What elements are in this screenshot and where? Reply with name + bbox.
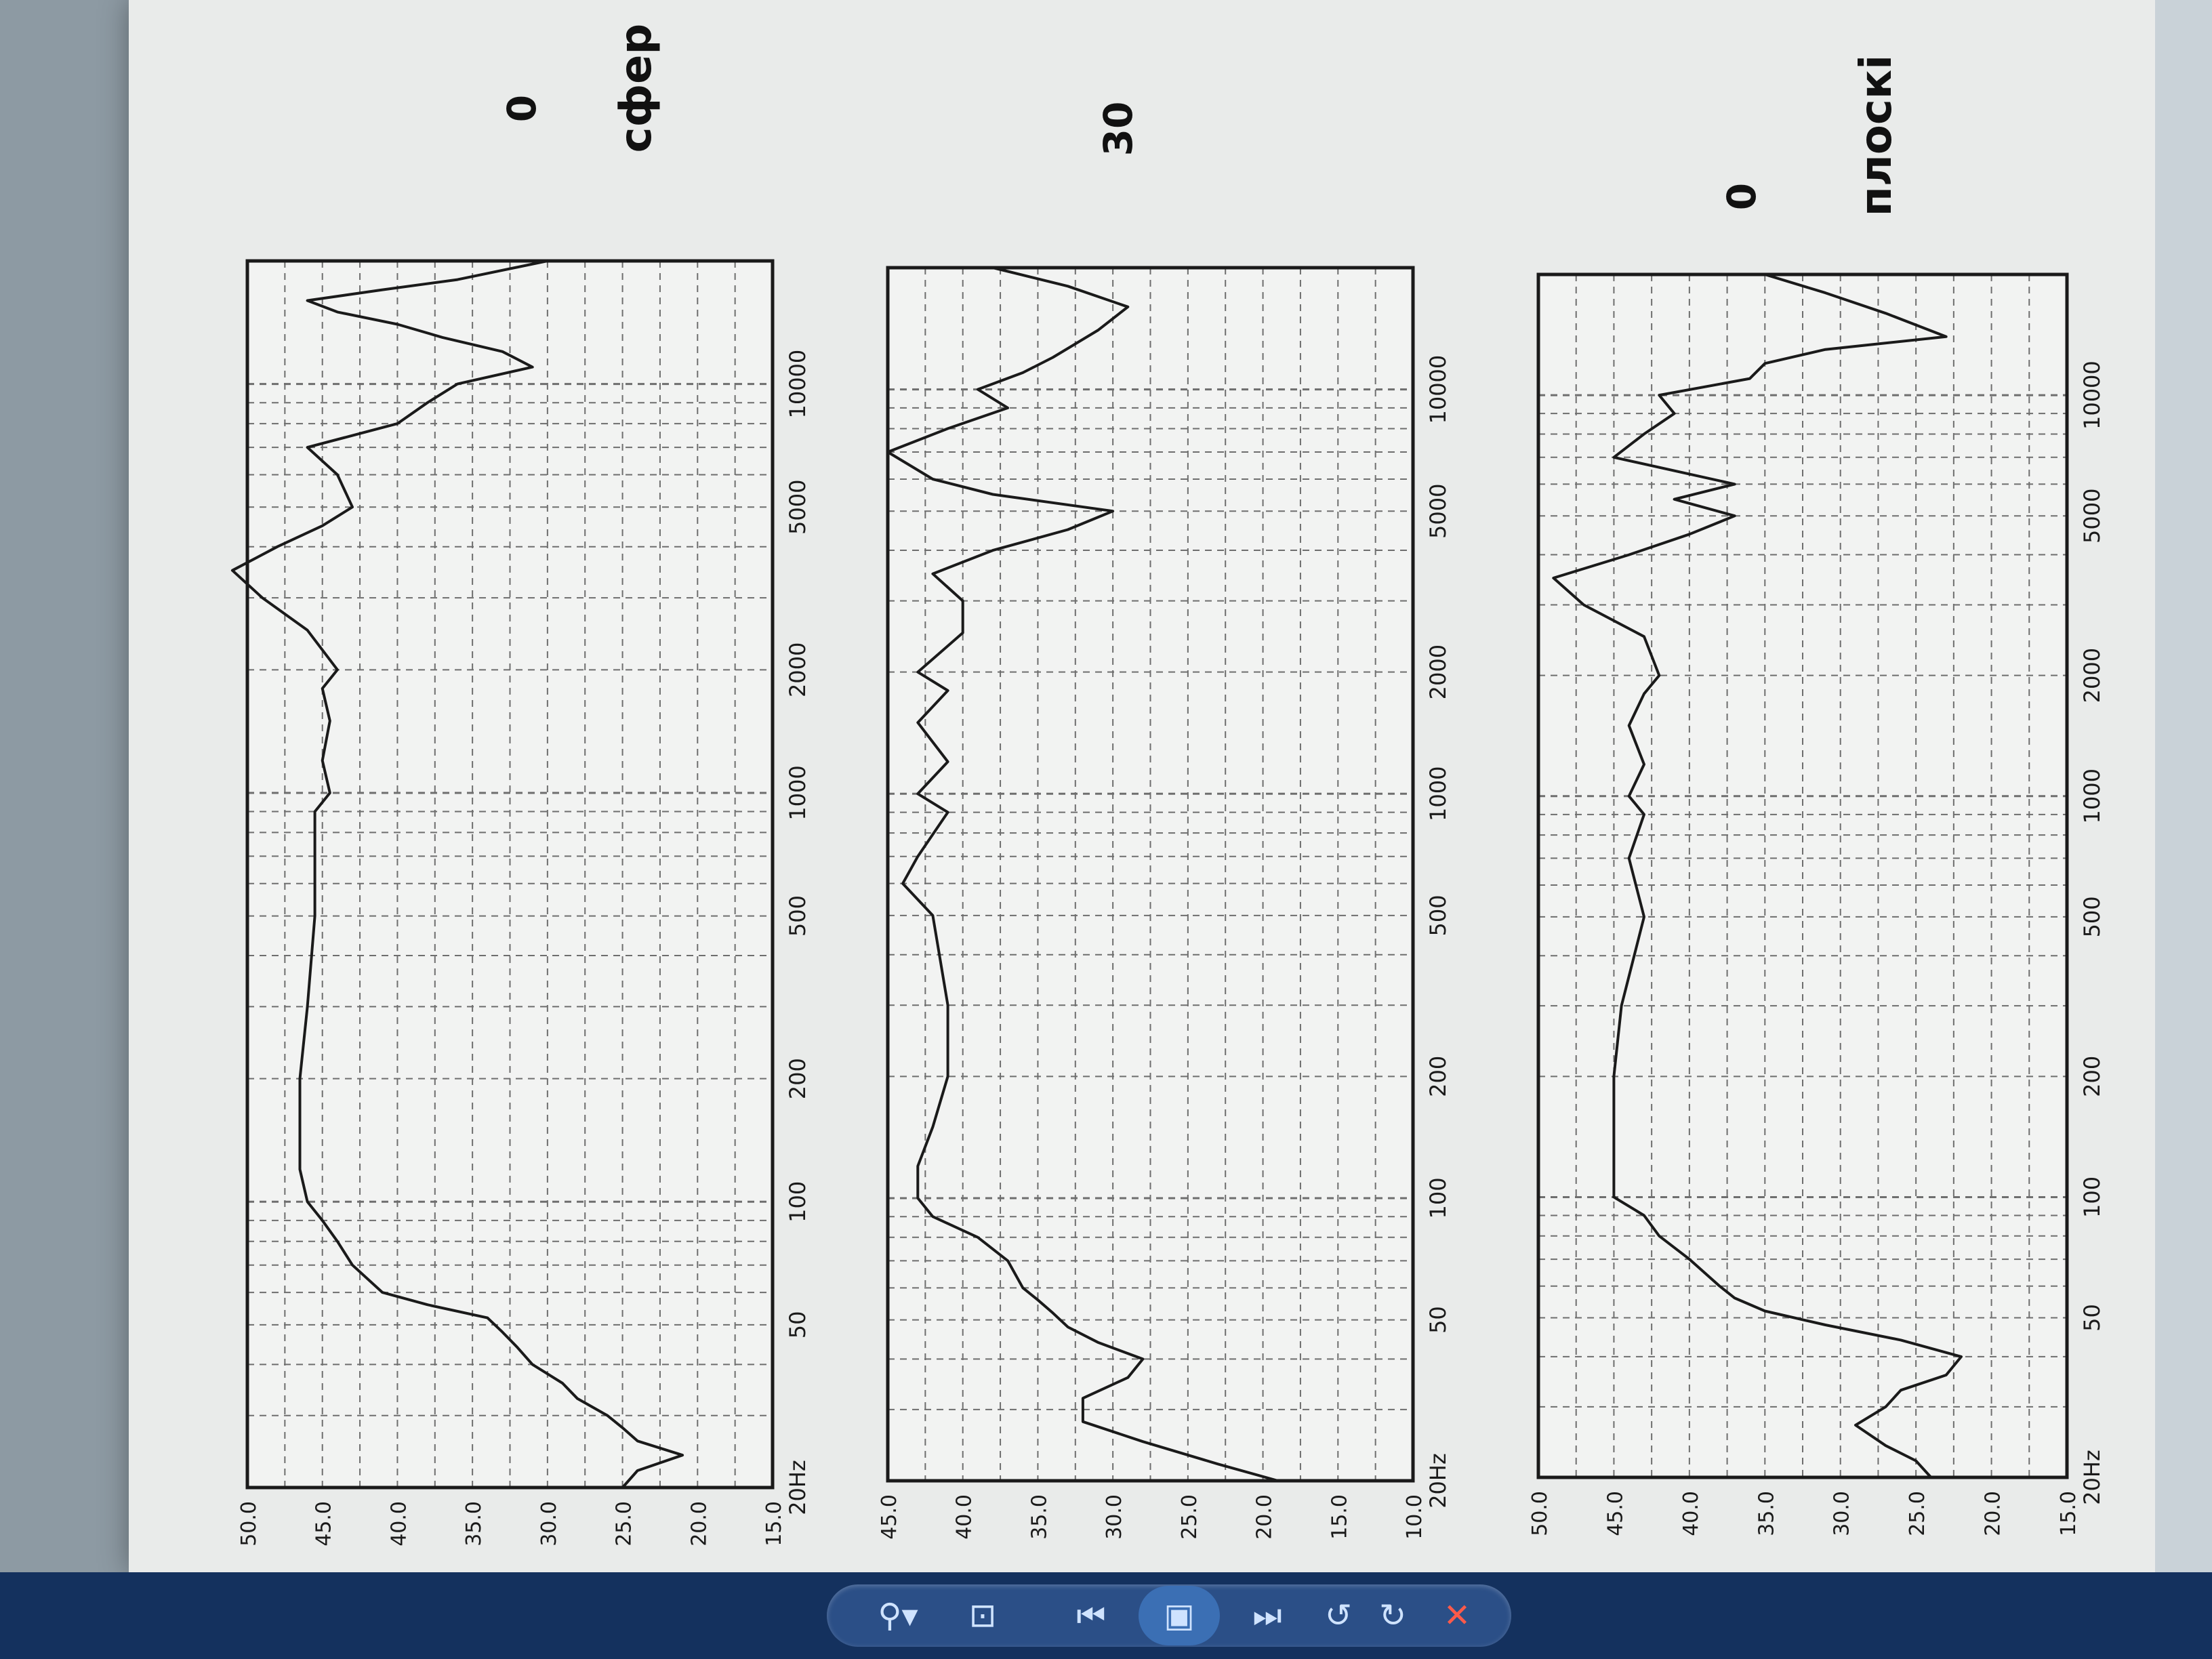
x-tick-label: 5000: [1425, 484, 1451, 539]
x-tick-label: 10000: [2079, 361, 2105, 430]
previous-button[interactable]: ⏮: [1076, 1597, 1106, 1635]
x-tick-label: 10000: [785, 350, 811, 419]
x-tick-label: 5000: [785, 480, 811, 535]
y-tick-label: 30.0: [1830, 1491, 1854, 1536]
x-tick-label: 100: [2079, 1176, 2105, 1218]
y-tick-label: 50.0: [237, 1501, 261, 1547]
x-tick-label: 50: [1425, 1306, 1451, 1334]
fit-window-button[interactable]: ⊡: [968, 1597, 997, 1635]
y-tick-label: 15.0: [762, 1501, 786, 1547]
x-tick-label: 2000: [2079, 648, 2105, 703]
x-tick-label: 50: [2079, 1304, 2105, 1332]
y-tick-label: 40.0: [387, 1501, 411, 1547]
y-tick-label: 35.0: [1755, 1491, 1778, 1536]
window-edge: [2155, 0, 2212, 1572]
chart-title-value: 0: [499, 95, 545, 122]
y-tick-label: 20.0: [1253, 1494, 1277, 1540]
chart-title-value: 0: [1719, 183, 1765, 210]
slideshow-button[interactable]: ▣: [1139, 1586, 1220, 1645]
y-tick-label: 25.0: [1178, 1494, 1202, 1540]
y-tick-label: 15.0: [1328, 1494, 1351, 1540]
y-tick-label: 45.0: [1603, 1491, 1627, 1536]
y-tick-label: 45.0: [312, 1501, 336, 1547]
y-tick-label: 45.0: [878, 1494, 901, 1540]
next-button[interactable]: ⏭: [1252, 1597, 1282, 1635]
x-tick-label: 2000: [1425, 644, 1451, 699]
x-tick-label: 20Hz: [1425, 1453, 1451, 1509]
x-tick-label: 500: [2079, 896, 2105, 937]
response-curve: [886, 266, 1279, 1482]
x-tick-label: 10000: [1425, 355, 1451, 424]
y-tick-label: 25.0: [613, 1501, 636, 1547]
chart-title-value: 30: [1095, 102, 1141, 157]
y-tick-label: 50.0: [1528, 1491, 1552, 1536]
rotate-counterclockwise-button[interactable]: ↺: [1324, 1597, 1353, 1635]
x-tick-label: 5000: [2079, 489, 2105, 544]
y-tick-label: 30.0: [1103, 1494, 1126, 1540]
y-tick-label: 35.0: [1027, 1494, 1051, 1540]
x-tick-label: 1000: [785, 765, 811, 820]
y-tick-label: 20.0: [687, 1501, 711, 1547]
x-tick-label: 1000: [2079, 769, 2105, 823]
response-curve: [1552, 273, 1963, 1479]
y-tick-label: 35.0: [462, 1501, 486, 1547]
y-tick-label: 10.0: [1403, 1494, 1427, 1540]
x-tick-label: 100: [1425, 1177, 1451, 1218]
delete-button[interactable]: ✕: [1443, 1597, 1471, 1635]
plot-frame: [1536, 272, 2069, 1479]
x-tick-label: 2000: [785, 642, 811, 697]
y-tick-label: 20.0: [1982, 1491, 2005, 1536]
x-tick-label: 50: [785, 1311, 811, 1339]
y-tick-label: 15.0: [2057, 1491, 2081, 1536]
y-tick-label: 40.0: [953, 1494, 977, 1540]
plot-area: [888, 268, 1413, 1481]
y-tick-label: 40.0: [1679, 1491, 1703, 1536]
plot-frame: [245, 259, 775, 1490]
x-tick-label: 200: [2079, 1056, 2105, 1097]
x-tick-label: 200: [1425, 1056, 1451, 1097]
zoom-button[interactable]: ⚲▾: [878, 1597, 918, 1635]
rotate-clockwise-button[interactable]: ↻: [1378, 1597, 1407, 1635]
x-tick-label: 1000: [1425, 766, 1451, 821]
x-tick-label: 500: [1425, 895, 1451, 936]
x-tick-label: 20Hz: [2079, 1450, 2105, 1505]
x-tick-label: 500: [785, 895, 811, 937]
y-tick-label: 30.0: [537, 1501, 561, 1547]
x-tick-label: 20Hz: [785, 1460, 811, 1515]
chart-title-text: сфер: [611, 24, 661, 153]
chart-title-text: плоскі: [1851, 55, 1902, 216]
x-tick-label: 200: [785, 1058, 811, 1099]
response-curve: [230, 260, 684, 1489]
x-tick-label: 100: [785, 1181, 811, 1223]
plot-frame: [886, 266, 1415, 1483]
y-tick-label: 25.0: [1906, 1491, 1929, 1536]
